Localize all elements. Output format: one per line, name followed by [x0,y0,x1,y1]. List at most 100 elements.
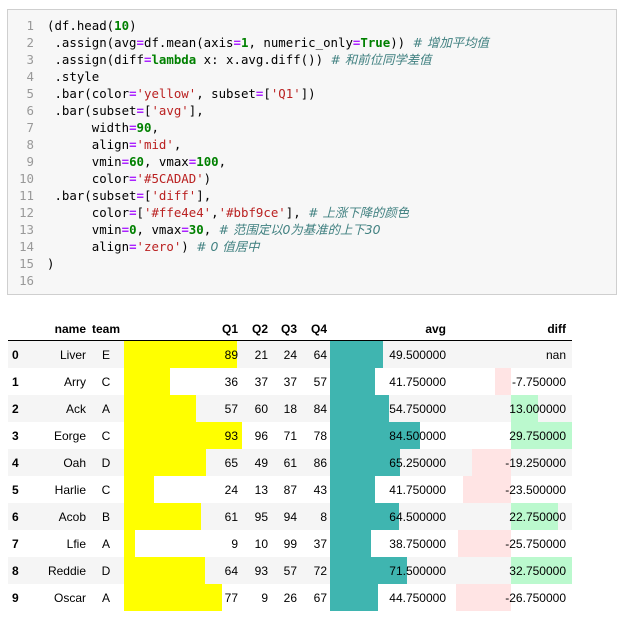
cell-q1-value: 93 [224,428,238,443]
code-token: = [129,86,137,101]
cell-q2-value: 95 [254,509,268,524]
diff-bar-negative [471,449,511,476]
cell-team: E [88,341,124,368]
cell-team-value: E [101,347,110,362]
cell-q4-value: 57 [313,374,327,389]
line-number: 10 [19,171,34,186]
code-token: '#ffe4e4' [144,205,212,220]
cell-q1: 65 [124,449,242,476]
cell-diff-value: -25.750000 [505,536,566,551]
header-q2: Q2 [242,318,271,340]
line-number: 7 [26,120,34,135]
code-token: # 0 值居中 [196,239,260,254]
header-q3-label: Q3 [280,322,297,336]
code-token: , [173,137,182,152]
cell-index: 9 [8,584,40,611]
cell-q1-value: 64 [224,563,238,578]
cell-q1: 89 [124,341,242,368]
line-number: 9 [26,154,34,169]
cell-q2: 13 [242,476,271,503]
code-token: 'mid' [136,137,174,152]
table-row: 7 Lfie A 9 10 99 37 38.750000 -25.750000 [8,530,572,557]
header-q2-label: Q2 [251,322,268,336]
table-row: 3 Eorge C 93 96 71 78 84.500000 29.750000 [8,422,572,449]
code-line: 14 align='zero') # 0 值居中 [8,238,616,255]
cell-q2: 49 [242,449,271,476]
code-line: 7 width=90, [8,119,616,136]
code-line: 10 color='#5CADAD') [8,170,616,187]
code-token: color [47,205,130,220]
cell-diff: -26.750000 [449,584,572,611]
cell-name-value: Oscar [53,590,86,605]
code-token: , [203,222,219,237]
diff-bar-negative [494,368,511,395]
code-line: 12 color=['#ffe4e4','#bbf9ce'], # 上涨下降的颜… [8,204,616,221]
cell-name-value: Acob [58,509,86,524]
code-token: ) [181,239,197,254]
diff-bar-negative [455,584,511,611]
cell-team-value: B [101,509,110,524]
cell-team-value: A [101,401,110,416]
cell-name-value: Eorge [53,428,86,443]
q1-bar [124,395,196,422]
cell-q3: 61 [271,449,300,476]
cell-team: A [88,395,124,422]
avg-bar [330,449,400,476]
cell-diff-value: nan [545,347,566,362]
code-token: lambda [151,52,197,67]
cell-team-value: D [101,563,111,578]
cell-index-value: 4 [12,455,19,470]
code-line: 13 vmin=0, vmax=30, # 范围定以0为基准的上下30 [8,221,616,238]
code-token: 'Q1' [270,86,301,101]
cell-q2-value: 37 [254,374,268,389]
code-token: = [136,35,144,50]
line-number: 16 [19,273,34,288]
cell-q2-value: 21 [254,347,268,362]
cell-q2-value: 13 [254,482,268,497]
cell-q1-value: 65 [224,455,238,470]
line-number: 11 [19,188,34,203]
cell-diff: -25.750000 [449,530,572,557]
q1-bar [124,341,237,368]
code-token: ) [203,171,212,186]
cell-q2: 9 [242,584,271,611]
cell-index: 3 [8,422,40,449]
code-token: ], [196,188,212,203]
code-token: 60 [129,154,144,169]
cell-name-value: Liver [59,347,86,362]
cell-q2: 93 [242,557,271,584]
cell-q2-value: 10 [254,536,268,551]
cell-q3-value: 37 [283,374,297,389]
cell-q1-value: 9 [231,536,238,551]
cell-q4: 78 [300,422,330,449]
code-line: 11 .bar(subset=['diff'], [8,187,616,204]
code-token: # 范围定以0为基准的上下30 [218,222,381,237]
code-token: 30 [188,222,204,237]
cell-q1: 36 [124,368,242,395]
diff-bar-positive [510,395,538,422]
header-index [8,318,40,340]
code-cell[interactable]: 1 (df.head(10) 2 .assign(avg=df.mean(axis=… [7,9,617,295]
code-token: , vmax [144,154,189,169]
cell-index: 7 [8,530,40,557]
header-q4-label: Q4 [310,322,327,336]
line-number: 15 [19,256,34,271]
cell-q3: 26 [271,584,300,611]
code-token: vmin [47,154,122,169]
code-line: 3 .assign(diff=lambda x: x.avg.diff()) #… [8,51,616,68]
code-token: .bar(subset [47,103,137,118]
code-token: width [47,120,130,135]
cell-q4: 43 [300,476,330,503]
cell-q4: 86 [300,449,330,476]
cell-q3-value: 26 [283,590,297,605]
cell-diff: 29.750000 [449,422,572,449]
code-token: '#5CADAD' [136,171,204,186]
cell-index: 4 [8,449,40,476]
cell-q3-value: 94 [283,509,297,524]
cell-q3: 18 [271,395,300,422]
cell-q2: 21 [242,341,271,368]
code-token: 100 [196,154,219,169]
code-token: , [151,120,159,135]
code-token: , subset [196,86,256,101]
code-token: # 和前位同学差值 [330,52,432,67]
